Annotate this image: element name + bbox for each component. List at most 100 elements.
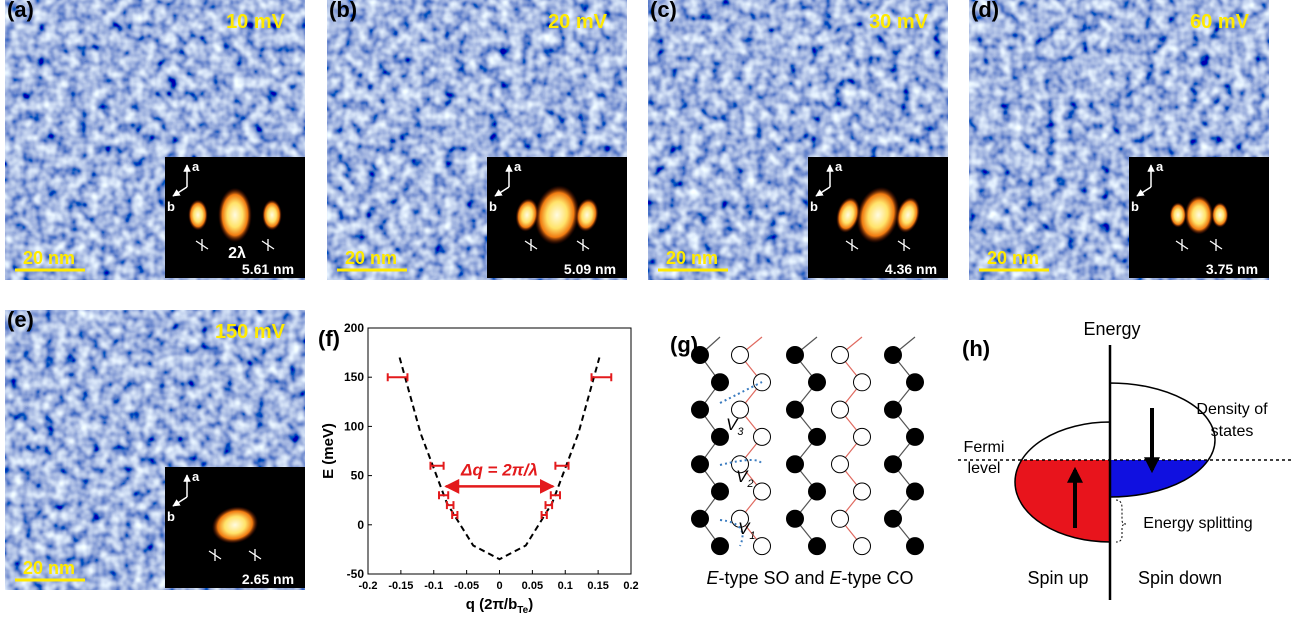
- fft-spot: [188, 200, 208, 231]
- annotation: Δq = 2π/λ: [460, 460, 538, 479]
- te-atom-filled: [885, 456, 902, 473]
- coupling-index: 2: [746, 478, 753, 490]
- te-atom-filled: [885, 347, 902, 364]
- te-atom-open: [854, 538, 871, 555]
- te-atom-filled: [907, 428, 924, 445]
- te-atom-open: [854, 483, 871, 500]
- axis-b: b: [1131, 199, 1139, 214]
- fit-curve: [400, 358, 600, 560]
- y-tick-label: 200: [344, 321, 364, 335]
- te-atom-filled: [787, 401, 804, 418]
- scale-label: 20 nm: [23, 248, 75, 268]
- error-bar: [452, 511, 457, 519]
- error-bar: [546, 501, 553, 509]
- period-value: 5.61 nm: [242, 261, 294, 277]
- axis-a: a: [192, 469, 200, 484]
- panel-label: (e): [7, 307, 34, 332]
- panel-label: (c): [650, 0, 677, 22]
- x-axis-label: q (2π/bTe): [466, 596, 533, 616]
- page: (h) Energy Density of states Fermi level…: [0, 0, 1298, 617]
- bias-label: 30 mV: [869, 11, 929, 33]
- fft-spot: [1170, 202, 1187, 227]
- panel-label: (a): [7, 0, 34, 22]
- coupling-label: V2: [736, 467, 753, 490]
- te-atom-filled: [692, 510, 709, 527]
- panel-label: (b): [329, 0, 357, 22]
- stm-panel: (d) 60 mV 20 nm a b 3.75 nm: [969, 0, 1269, 280]
- x-tick-label: -0.05: [454, 580, 479, 592]
- x-tick-label: 0.15: [587, 580, 608, 592]
- panel-label: (d): [971, 0, 999, 22]
- te-atom-filled: [885, 510, 902, 527]
- coupling-index: 3: [737, 426, 744, 438]
- bias-label: 60 mV: [1190, 11, 1250, 33]
- fft-spot: [1185, 196, 1214, 235]
- y-tick-label: -50: [347, 567, 365, 581]
- x-axis-label-part: ): [528, 596, 533, 613]
- spin-up-label: Spin up: [1027, 568, 1088, 588]
- x-tick-label: -0.2: [359, 580, 378, 592]
- axis-a: a: [835, 159, 843, 174]
- te-atom-filled: [712, 483, 729, 500]
- period-value: 4.36 nm: [885, 261, 937, 277]
- y-tick-label: 50: [351, 469, 365, 483]
- figure: (h) Energy Density of states Fermi level…: [0, 0, 1298, 617]
- panel-label: (f): [318, 326, 340, 351]
- te-atom-filled: [907, 538, 924, 555]
- period-value: 2.65 nm: [242, 571, 294, 587]
- te-atom-filled: [907, 483, 924, 500]
- axis-b: b: [167, 509, 175, 524]
- axis-b: b: [167, 199, 175, 214]
- axis-a: a: [1156, 159, 1164, 174]
- scale-label: 20 nm: [23, 558, 75, 578]
- dos-label: Density of: [1196, 401, 1268, 418]
- coupling-label: V1: [738, 519, 755, 542]
- te-atom-filled: [787, 456, 804, 473]
- axis-b: b: [810, 199, 818, 214]
- x-tick-label: 0: [496, 580, 502, 592]
- x-axis-label-part: Te: [517, 605, 528, 616]
- bias-label: 20 mV: [548, 11, 608, 33]
- te-atom-filled: [692, 347, 709, 364]
- te-atom-open: [832, 510, 849, 527]
- x-tick-label: 0.1: [558, 580, 573, 592]
- period-label: 2λ: [228, 245, 246, 262]
- te-atom-open: [854, 374, 871, 391]
- splitting-brace: [1116, 500, 1126, 542]
- dos-label: states: [1211, 423, 1254, 440]
- te-atom-open: [854, 428, 871, 445]
- spin-down-label: Spin down: [1138, 568, 1222, 588]
- error-bar: [388, 373, 408, 381]
- panel-label: (h): [962, 336, 990, 361]
- y-tick-label: 150: [344, 370, 364, 384]
- te-atom-open: [754, 428, 771, 445]
- bias-label: 10 mV: [226, 11, 286, 33]
- y-axis-label: E (meV): [320, 423, 337, 479]
- te-atom-filled: [809, 538, 826, 555]
- x-tick-label: 0.2: [623, 580, 638, 592]
- x-tick-label: -0.15: [388, 580, 413, 592]
- period-value: 5.09 nm: [564, 261, 616, 277]
- te-atom-open: [832, 456, 849, 473]
- scale-label: 20 nm: [987, 248, 1039, 268]
- te-atom-filled: [712, 374, 729, 391]
- splitting-label: Energy splitting: [1143, 515, 1252, 532]
- fft-spot: [218, 188, 252, 243]
- te-atom-filled: [809, 483, 826, 500]
- y-tick-label: 100: [344, 419, 364, 433]
- fermi-label: level: [968, 460, 1001, 477]
- axis-a: a: [192, 159, 200, 174]
- x-axis-label-part: q (2π/b: [466, 596, 517, 613]
- te-atom-filled: [787, 347, 804, 364]
- te-atom-open: [832, 401, 849, 418]
- caption-part: -type SO and: [718, 568, 829, 588]
- period-value: 3.75 nm: [1206, 261, 1258, 277]
- scale-label: 20 nm: [345, 248, 397, 268]
- plot-frame: [368, 328, 631, 574]
- energy-label: Energy: [1083, 319, 1140, 339]
- dos-diagram: (h) Energy Density of states Fermi level…: [958, 319, 1292, 600]
- te-atom-filled: [907, 374, 924, 391]
- x-tick-label: -0.1: [424, 580, 443, 592]
